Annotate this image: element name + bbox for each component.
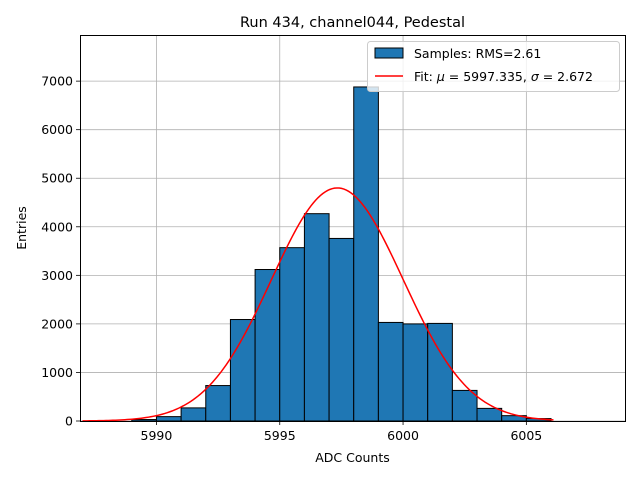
x-tick-label: 5995: [264, 428, 296, 443]
legend-histogram-label: Samples: RMS=2.61: [414, 46, 541, 61]
histogram-bars: [131, 86, 552, 422]
histogram-bar: [328, 237, 355, 422]
y-tick-label: 7000: [41, 74, 73, 89]
chart-title: Run 434, channel044, Pedestal: [240, 15, 465, 31]
legend-sigma-symbol: σ: [531, 69, 540, 84]
y-tick-label: 0: [65, 414, 73, 429]
histogram-bar: [155, 416, 182, 422]
y-axis-label: Entries: [14, 206, 29, 250]
histogram-bar: [254, 269, 281, 422]
x-axis-label: ADC Counts: [315, 450, 390, 465]
y-tick-label: 3000: [41, 268, 73, 283]
y-tick-label: 2000: [41, 316, 73, 331]
x-tick-label: 5990: [141, 428, 173, 443]
x-tick-label: 6005: [510, 428, 542, 443]
histogram-bar: [279, 247, 305, 422]
legend-histogram-swatch: [374, 47, 404, 59]
histogram-bar: [229, 319, 256, 422]
histogram-bar: [402, 323, 429, 422]
legend-fit-label: Fit: μ = 5997.335, σ = 2.672: [414, 69, 593, 84]
x-axis-ticks: 5990 5995 6000 6005: [141, 421, 542, 443]
histogram-bar: [303, 213, 330, 422]
histogram-bar: [377, 321, 404, 422]
plot-frame: [80, 35, 626, 422]
histogram-bar: [451, 389, 478, 422]
legend-box: [367, 41, 620, 92]
histogram-bar: [353, 86, 379, 422]
legend: Samples: RMS=2.61 Fit: μ = 5997.335, σ =…: [367, 41, 620, 92]
y-tick-label: 6000: [41, 122, 73, 137]
histogram-bar: [131, 419, 157, 422]
histogram-bar: [180, 407, 207, 422]
y-axis-ticks: 0 1000 2000 3000 4000 5000 6000 7000: [41, 74, 80, 429]
histogram-bar: [427, 322, 453, 422]
legend-mu-symbol: μ: [436, 69, 445, 84]
y-tick-label: 1000: [41, 365, 73, 380]
y-tick-label: 4000: [41, 219, 73, 234]
x-tick-label: 6000: [387, 428, 419, 443]
y-tick-label: 5000: [41, 171, 73, 186]
histogram-bar: [476, 407, 503, 422]
histogram-bar: [205, 385, 231, 422]
gaussian-fit-curve: [82, 187, 554, 422]
